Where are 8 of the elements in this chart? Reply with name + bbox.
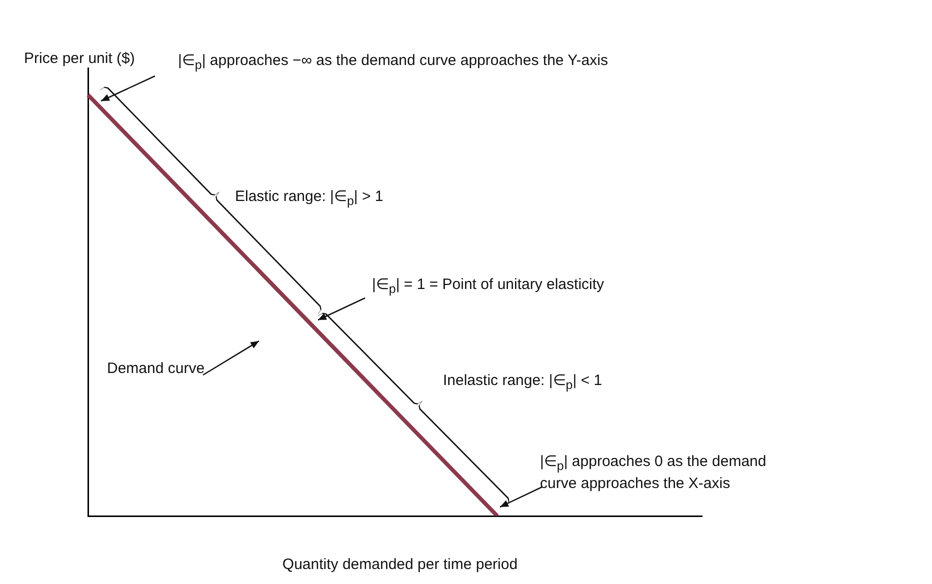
text: |∈$_{p}$| approaches −∞ as the demand curve approaches the Y-axis	[178, 52, 608, 74]
annotation: |∈$_{p}$| approaches 0 as the demand curve approaches the X-axis	[540, 453, 766, 493]
annotation: Elastic range: |∈$_{p}$| > 1	[235, 188, 384, 210]
annotation: |∈$_{p}$| = 1 = Point of unitary elasticity	[372, 276, 604, 298]
y-axis-title: Price per unit ($)	[24, 50, 135, 67]
annotation: Demand curve	[107, 360, 205, 378]
annotation: Inelastic range: |∈$_{p}$| < 1	[443, 372, 602, 394]
x-axis-title: Quantity demanded per time period	[281, 556, 519, 573]
